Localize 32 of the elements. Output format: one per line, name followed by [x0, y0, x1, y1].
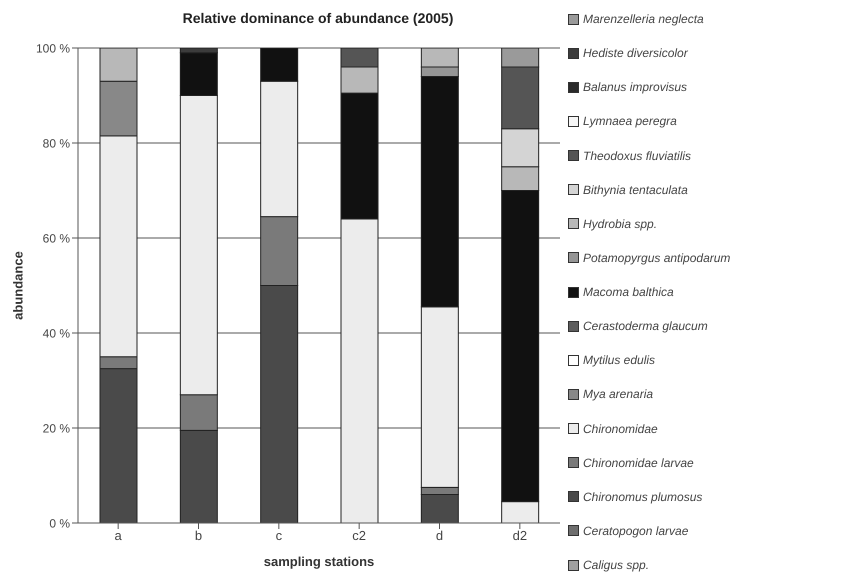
legend-label: Caligus spp. [583, 558, 650, 572]
y-tick-label: 80 % [42, 136, 70, 150]
x-tick-label: a [114, 528, 123, 544]
legend-label: Lymnaea peregra [583, 114, 677, 128]
legend-label: Hydrobia spp. [583, 216, 658, 231]
legend-label: Bithynia tentaculata [583, 182, 688, 197]
legend-label: Cerastoderma glaucum [583, 319, 708, 334]
y-axis-title: abundance [10, 251, 26, 320]
legend-label: Hediste diversicolor [583, 46, 688, 60]
y-tick-label: 100 % [36, 41, 70, 56]
x-tick-label: c2 [352, 528, 366, 544]
legend-label: Mya arenaria [583, 387, 654, 402]
legend-label: Chironomidae larvae [583, 456, 694, 470]
x-tick-label: b [194, 528, 202, 544]
legend-label: Theodoxus fluviatilis [583, 148, 692, 162]
legend-label: Chironomidae [583, 422, 658, 436]
x-axis-title: sampling stations [264, 554, 374, 569]
legend-label: Mytilus edulis [583, 353, 656, 368]
y-tick-label: 20 % [42, 421, 70, 436]
legend-label: Balanus improvisus [583, 80, 688, 94]
y-tick-label: 60 % [42, 231, 70, 246]
x-tick-label: c [276, 528, 283, 544]
legend-label: Ceratopogon larvae [583, 524, 688, 538]
legend-label: Marenzelleria neglecta [583, 12, 704, 26]
legend-label: Macoma balthica [583, 285, 674, 299]
legend-label: Potamopyrgus antipodarum [583, 250, 730, 265]
x-tick-label: d2 [512, 528, 528, 544]
y-tick-label: 40 % [42, 326, 70, 340]
x-tick-label: d [436, 528, 444, 544]
y-tick-label: 0 % [49, 516, 70, 530]
chart-title: Relative dominance of abundance (2005) [182, 10, 454, 28]
legend-label: Chironomus plumosus [583, 490, 702, 504]
